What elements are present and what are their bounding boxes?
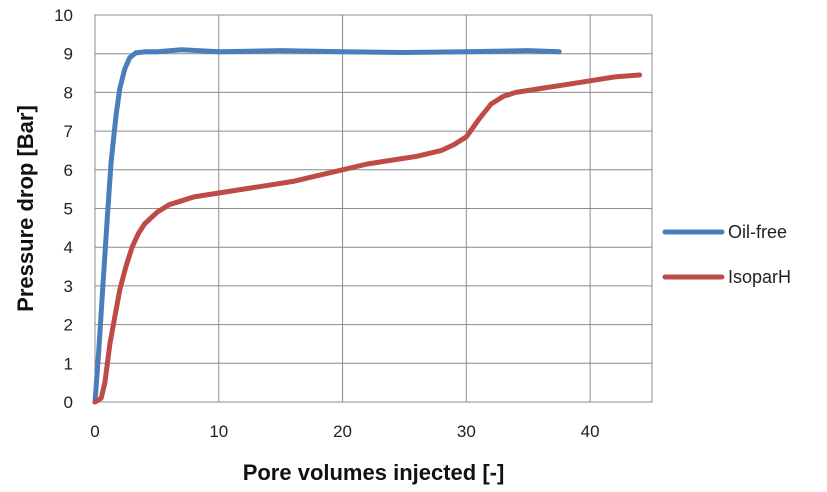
series-line-isoparh xyxy=(92,72,643,405)
y-tick-label: 8 xyxy=(64,83,73,102)
legend-label-oil-free: Oil-free xyxy=(728,222,787,242)
y-tick-label: 4 xyxy=(64,238,73,257)
y-tick-label: 6 xyxy=(64,161,73,180)
x-tick-label: 10 xyxy=(209,422,228,441)
x-tick-label: 40 xyxy=(581,422,600,441)
y-tick-label: 7 xyxy=(64,122,73,141)
x-axis-title: Pore volumes injected [-] xyxy=(243,460,505,485)
y-axis-title: Pressure drop [Bar] xyxy=(13,105,38,312)
series-line-oil-free xyxy=(92,47,562,405)
y-tick-label: 9 xyxy=(64,45,73,64)
y-tick-label: 10 xyxy=(54,6,73,25)
y-tick-label: 0 xyxy=(64,393,73,412)
y-tick-label: 1 xyxy=(64,354,73,373)
x-tick-label: 0 xyxy=(90,422,99,441)
y-tick-label: 3 xyxy=(64,277,73,296)
x-tick-label: 30 xyxy=(457,422,476,441)
tick-labels: 0 1 2 3 4 5 6 7 8 9 10 0 10 20 30 40 xyxy=(54,6,599,441)
y-tick-label: 5 xyxy=(64,200,73,219)
series-lines xyxy=(92,47,643,405)
x-tick-label: 20 xyxy=(333,422,352,441)
legend: Oil-free IsoparH xyxy=(662,222,791,287)
y-tick-label: 2 xyxy=(64,316,73,335)
legend-label-isoparh: IsoparH xyxy=(728,267,791,287)
